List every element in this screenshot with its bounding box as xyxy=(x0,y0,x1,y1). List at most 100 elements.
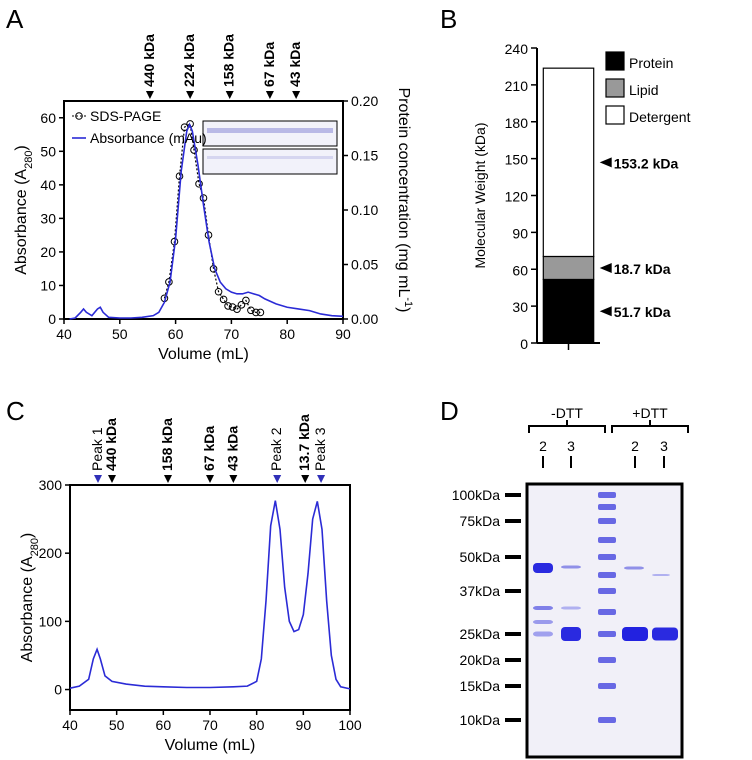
gel-band xyxy=(598,609,616,615)
data-point xyxy=(247,306,255,315)
bar-segment xyxy=(542,278,595,344)
value-arrow xyxy=(599,157,612,168)
marker-arrow xyxy=(94,475,102,483)
y2-tick-label: 0.00 xyxy=(351,311,378,327)
axis-label: Absorbance (A280) xyxy=(19,533,41,663)
ladder-label: 20kDa xyxy=(460,652,501,668)
panel-letter: D xyxy=(440,396,459,426)
x-axis-label: Volume (mL) xyxy=(165,737,256,754)
legend-label: SDS-PAGE xyxy=(90,108,161,124)
gel-band xyxy=(652,574,670,576)
gel-band xyxy=(533,606,553,610)
marker-arrow xyxy=(273,475,282,483)
gel-band xyxy=(533,631,553,637)
gel-band xyxy=(598,631,616,637)
gel-band xyxy=(624,566,644,570)
y-tick-label: 150 xyxy=(505,152,529,168)
legend-swatch xyxy=(605,78,625,98)
y2-tick-label: 0.05 xyxy=(351,257,378,273)
x-axis-label: Volume (mL) xyxy=(158,346,249,363)
bar-segment xyxy=(542,255,595,281)
data-point xyxy=(237,301,246,309)
axis-label-text: Absorbance (A xyxy=(13,169,30,275)
x-tick-label: 90 xyxy=(296,717,312,733)
x-tick-label: 80 xyxy=(249,717,265,733)
data-point xyxy=(175,172,184,181)
y-tick-label: 90 xyxy=(512,225,528,241)
series-line xyxy=(69,500,351,690)
data-point xyxy=(242,296,250,305)
panel-letter: C xyxy=(6,396,25,426)
y2-tick-label: 0.20 xyxy=(351,93,378,109)
y2-tick-label: 0.15 xyxy=(351,148,378,164)
y-axis-label: Molecular Weight (kDa) xyxy=(472,122,488,268)
y-tick-label: 0 xyxy=(48,311,56,327)
gel-band xyxy=(598,537,616,543)
legend-label: Protein xyxy=(629,55,673,71)
ladder-label: 100kDa xyxy=(452,487,500,503)
marker-label: 67 kDa xyxy=(261,42,277,87)
marker-arrow xyxy=(301,475,310,483)
x-tick-label: 70 xyxy=(202,717,218,733)
y-tick-label: 20 xyxy=(40,244,56,260)
gel-band xyxy=(598,657,616,663)
marker-arrow xyxy=(265,91,274,99)
axis-label-text: ) xyxy=(13,145,30,150)
x-tick-label: 40 xyxy=(56,326,72,342)
x-tick-label: 50 xyxy=(109,717,125,733)
lane-group-bracket xyxy=(611,420,689,433)
value-label: 18.7 kDa xyxy=(614,261,671,277)
marker-label: 158 kDa xyxy=(159,418,175,471)
ladder-label: 37kDa xyxy=(460,583,501,599)
data-point xyxy=(252,308,260,317)
data-point xyxy=(228,303,237,311)
lane-group-label: -DTT xyxy=(551,405,583,421)
axis-label-sup: -1 xyxy=(402,297,414,307)
legend-swatch xyxy=(75,112,83,120)
x-tick-label: 40 xyxy=(62,717,78,733)
y2-tick-label: 0.10 xyxy=(351,202,378,218)
value-label: 51.7 kDa xyxy=(614,304,671,320)
gel-band xyxy=(598,572,616,578)
y-tick-label: 300 xyxy=(39,477,63,493)
marker-label: Peak 3 xyxy=(312,427,328,471)
y-tick-label: 180 xyxy=(505,115,529,131)
gel-band xyxy=(598,518,616,524)
gel-band xyxy=(598,492,616,498)
y-tick-label: 210 xyxy=(505,78,529,94)
axis-label-text: Protein concentration (mg mL xyxy=(395,88,412,298)
gel-band xyxy=(622,627,648,641)
gel-band xyxy=(598,588,616,594)
marker-label: Peak 1 xyxy=(89,427,105,471)
marker-arrow xyxy=(145,91,154,99)
y-tick-label: 200 xyxy=(39,545,63,561)
ladder-label: 25kDa xyxy=(460,626,501,642)
ladder-label: 15kDa xyxy=(460,678,501,694)
marker-arrow xyxy=(108,475,116,483)
plot-frame xyxy=(69,484,351,711)
y-tick-label: 10 xyxy=(40,277,56,293)
marker-arrow xyxy=(164,475,172,483)
marker-arrow xyxy=(292,91,301,99)
gel-band xyxy=(533,563,553,573)
gel-band xyxy=(561,565,581,569)
marker-arrow xyxy=(186,91,195,99)
marker-arrow xyxy=(317,475,326,483)
y-tick-label: 50 xyxy=(40,143,56,159)
marker-label: 67 kDa xyxy=(201,426,217,471)
marker-arrow xyxy=(229,475,238,483)
marker-label: Peak 2 xyxy=(268,427,284,471)
y-tick-label: 0 xyxy=(54,682,62,698)
legend-label: Lipid xyxy=(629,82,659,98)
data-point xyxy=(190,146,198,154)
gel-band xyxy=(598,504,616,510)
axis-label-sub: 280 xyxy=(29,538,41,556)
bar-segment xyxy=(542,67,595,258)
gel-band xyxy=(598,717,616,723)
x-tick-label: 50 xyxy=(112,326,128,342)
gel-image xyxy=(525,482,684,759)
marker-label: 158 kDa xyxy=(221,34,237,87)
data-point xyxy=(219,295,228,304)
axis-label-sub: 280 xyxy=(23,151,35,169)
marker-label: 440 kDa xyxy=(141,34,157,87)
